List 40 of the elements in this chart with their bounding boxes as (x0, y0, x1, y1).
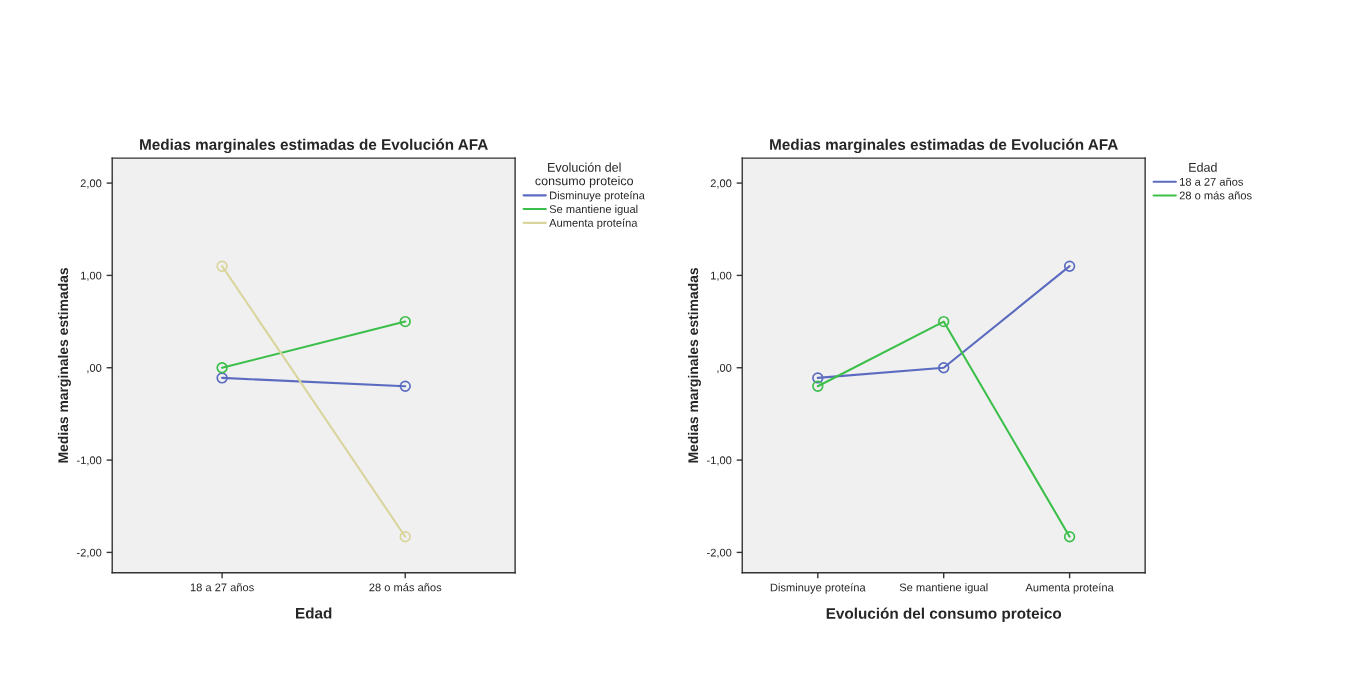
y-tick-label: ,00 (87, 364, 102, 374)
point (812, 372, 824, 384)
point (937, 362, 950, 374)
legend-label: Se mantiene igual (549, 204, 638, 216)
y-axis-title: Medias marginales estimadas (687, 267, 701, 463)
y-tick-label: -2,00 (76, 548, 102, 558)
point (216, 372, 228, 384)
point (1063, 531, 1076, 543)
y-tick-label: -1,00 (707, 456, 732, 466)
point (1063, 260, 1076, 272)
y-tick-label: 2,00 (80, 179, 102, 189)
legend-label: Aumenta proteína (549, 218, 638, 230)
legend-title: Edad (1189, 162, 1217, 172)
y-axis-title: Medias marginales estimadas (57, 267, 71, 463)
chart-title: Medias marginales estimadas de Evolución AFA (140, 138, 488, 154)
legend-title: Evolución del consumo proteico (535, 162, 634, 188)
x-tick-label: 18 a 27 años (190, 583, 254, 592)
y-tick-label: -1,00 (76, 456, 102, 466)
x-tick-label: Se mantiene igual (899, 583, 988, 594)
point (216, 260, 228, 272)
chart-title: Medias marginales estimadas de Evolución AFA (770, 138, 1118, 154)
point (812, 380, 824, 392)
y-tick-label: 1,00 (81, 271, 102, 281)
point (399, 531, 411, 543)
point (937, 315, 950, 328)
legend-label: 18 a 27 años (1180, 177, 1244, 186)
x-axis-title: Evolución del consumo proteico (826, 607, 1062, 622)
legend-label: Disminuye proteína (550, 191, 645, 202)
x-tick-label: Aumenta proteína (1025, 583, 1114, 594)
point (399, 380, 411, 392)
y-tick-label: 2,00 (710, 179, 732, 189)
x-tick-label: 28 o más años (369, 583, 442, 592)
y-tick-label: -2,00 (707, 548, 732, 558)
x-axis-title: Edad (296, 607, 332, 619)
x-tick-label: Disminuye proteína (770, 583, 866, 594)
y-tick-label: ,00 (717, 364, 732, 374)
point (216, 362, 228, 374)
legend-label: 28 o más años (1179, 191, 1252, 200)
point (399, 315, 411, 328)
y-tick-label: 1,00 (711, 271, 732, 281)
